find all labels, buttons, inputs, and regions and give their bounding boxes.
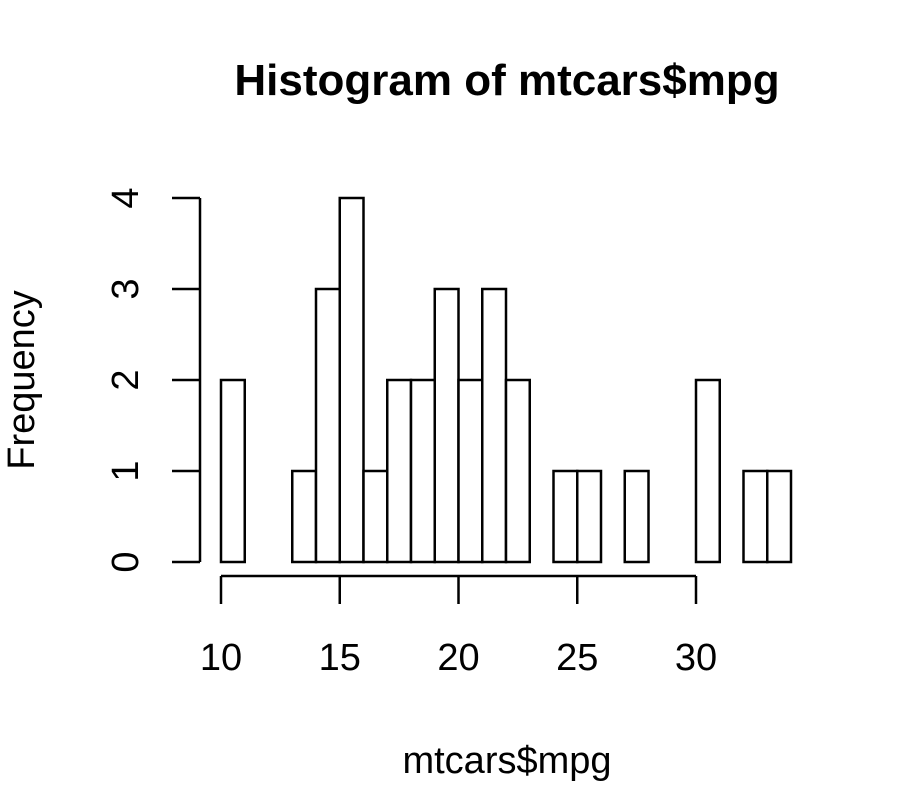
y-axis-label: Frequency bbox=[1, 290, 43, 470]
bars-group bbox=[219, 196, 793, 564]
x-tick-label-30: 30 bbox=[675, 637, 717, 679]
x-tick-label-20: 20 bbox=[437, 637, 479, 679]
x-tick-label-10: 10 bbox=[200, 637, 242, 679]
histogram-bar-14-15 bbox=[314, 287, 341, 564]
y-tick-label-0: 0 bbox=[105, 551, 147, 572]
y-tick-label-2: 2 bbox=[105, 369, 147, 390]
x-tick-label-25: 25 bbox=[556, 637, 598, 679]
y-tick-label-3: 3 bbox=[105, 278, 147, 299]
histogram-bar-15-16 bbox=[338, 196, 365, 564]
histogram-bar-17-18 bbox=[386, 378, 413, 564]
histogram-bar-10-11 bbox=[219, 378, 246, 564]
x-axis: 10 15 20 25 30 bbox=[200, 574, 717, 679]
histogram-bar-16-17 bbox=[362, 469, 389, 564]
histogram-bar-19-20 bbox=[433, 287, 460, 564]
x-axis-label: mtcars$mpg bbox=[402, 740, 611, 782]
histogram-bar-21-22 bbox=[481, 287, 508, 564]
histogram-bar-22-23 bbox=[504, 378, 531, 564]
histogram-bar-24-25 bbox=[552, 469, 579, 564]
y-tick-label-1: 1 bbox=[105, 460, 147, 481]
histogram-bar-18-19 bbox=[409, 378, 436, 564]
y-axis: 0 1 2 3 4 bbox=[105, 187, 202, 573]
y-tick-label-4: 4 bbox=[105, 187, 147, 208]
histogram-bar-13-14 bbox=[291, 469, 318, 564]
histogram-bar-32-33 bbox=[742, 469, 769, 564]
chart-title: Histogram of mtcars$mpg bbox=[234, 56, 779, 105]
histogram-bar-25-26 bbox=[576, 469, 603, 564]
x-tick-label-15: 15 bbox=[319, 637, 361, 679]
histogram-bar-27-28 bbox=[623, 469, 650, 564]
histogram-bar-33-34 bbox=[766, 469, 793, 564]
histogram-bar-30-31 bbox=[694, 378, 721, 564]
histogram-bar-20-21 bbox=[457, 378, 484, 564]
